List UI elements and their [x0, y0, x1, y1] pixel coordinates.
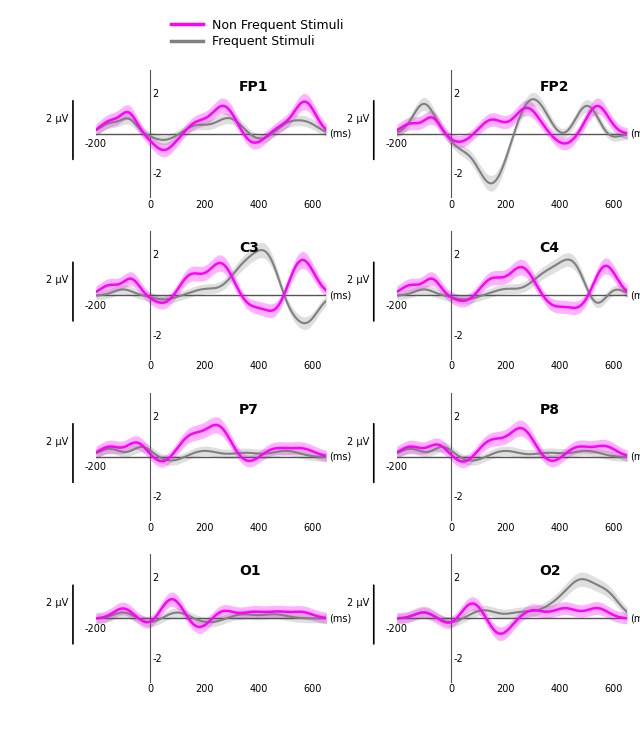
Text: -2: -2 — [152, 330, 162, 341]
Text: 2 μV: 2 μV — [346, 275, 369, 285]
Text: 2 μV: 2 μV — [45, 598, 68, 608]
Text: (ms): (ms) — [329, 291, 351, 300]
Text: 2 μV: 2 μV — [45, 275, 68, 285]
Text: C4: C4 — [540, 241, 559, 255]
Text: 2: 2 — [453, 412, 460, 422]
Text: O1: O1 — [239, 564, 260, 578]
Text: P7: P7 — [239, 403, 259, 417]
Text: 2 μV: 2 μV — [346, 598, 369, 608]
Text: (ms): (ms) — [630, 614, 640, 623]
Text: O2: O2 — [540, 564, 561, 578]
Text: -2: -2 — [453, 653, 463, 664]
Text: -2: -2 — [152, 653, 162, 664]
Text: 2: 2 — [152, 250, 159, 261]
Text: (ms): (ms) — [329, 129, 351, 139]
Text: -2: -2 — [152, 492, 162, 502]
Text: -200: -200 — [85, 300, 107, 310]
Text: (ms): (ms) — [630, 452, 640, 462]
Text: 2: 2 — [453, 573, 460, 584]
Text: -200: -200 — [386, 139, 408, 149]
Text: 2 μV: 2 μV — [346, 437, 369, 446]
Text: (ms): (ms) — [329, 452, 351, 462]
Text: C3: C3 — [239, 241, 259, 255]
Text: -200: -200 — [85, 624, 107, 633]
Text: -2: -2 — [453, 169, 463, 179]
Text: 2: 2 — [453, 89, 460, 99]
Text: FP2: FP2 — [540, 80, 569, 94]
Text: 2 μV: 2 μV — [346, 114, 369, 123]
Text: FP1: FP1 — [239, 80, 268, 94]
Text: -200: -200 — [85, 462, 107, 472]
Text: -2: -2 — [453, 492, 463, 502]
Text: 2 μV: 2 μV — [45, 437, 68, 446]
Legend: Non Frequent Stimuli, Frequent Stimuli: Non Frequent Stimuli, Frequent Stimuli — [166, 14, 349, 54]
Text: P8: P8 — [540, 403, 559, 417]
Text: -200: -200 — [386, 300, 408, 310]
Text: -200: -200 — [85, 139, 107, 149]
Text: 2 μV: 2 μV — [45, 114, 68, 123]
Text: (ms): (ms) — [329, 614, 351, 623]
Text: -200: -200 — [386, 624, 408, 633]
Text: -2: -2 — [453, 330, 463, 341]
Text: 2: 2 — [152, 412, 159, 422]
Text: (ms): (ms) — [630, 129, 640, 139]
Text: (ms): (ms) — [630, 291, 640, 300]
Text: 2: 2 — [453, 250, 460, 261]
Text: -200: -200 — [386, 462, 408, 472]
Text: -2: -2 — [152, 169, 162, 179]
Text: 2: 2 — [152, 573, 159, 584]
Text: 2: 2 — [152, 89, 159, 99]
